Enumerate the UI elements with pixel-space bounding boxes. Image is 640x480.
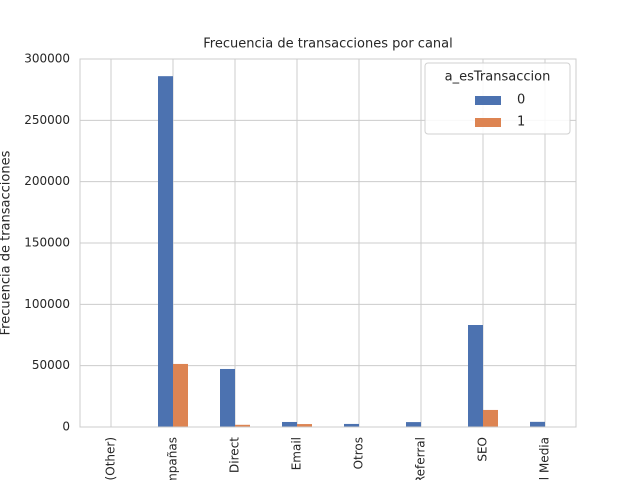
x-tick-label: Social Media xyxy=(538,437,552,480)
y-tick-label: 0 xyxy=(62,420,70,434)
legend-label: 1 xyxy=(517,115,525,130)
y-tick-label: 250000 xyxy=(24,113,70,127)
x-tick-label: Direct xyxy=(228,437,242,473)
bar xyxy=(158,76,173,427)
bar xyxy=(530,421,545,427)
x-tick-label: Email xyxy=(290,437,304,470)
x-tick-label: Campañas xyxy=(166,437,180,480)
legend-label: 0 xyxy=(517,93,525,108)
chart-title: Frecuencia de transacciones por canal xyxy=(203,37,452,52)
bar xyxy=(297,424,312,427)
plot-frame xyxy=(79,58,577,428)
x-tick-label: (Other) xyxy=(104,437,118,480)
bar xyxy=(344,423,359,427)
y-axis-label: Frecuencia de transacciones xyxy=(0,150,14,335)
legend-title: a_esTransaccion xyxy=(445,70,551,85)
bar xyxy=(468,325,483,427)
bar xyxy=(220,368,235,427)
bar xyxy=(406,422,421,427)
legend-swatch xyxy=(475,118,501,127)
x-tick-label: Referral xyxy=(414,437,428,480)
legend-swatch xyxy=(475,96,501,105)
y-tick-label: 200000 xyxy=(24,174,70,188)
x-tick-label: SEO xyxy=(476,437,490,462)
y-tick-label: 150000 xyxy=(24,236,70,250)
bar xyxy=(282,421,297,427)
y-tick-label: 50000 xyxy=(32,358,70,372)
y-tick-label: 300000 xyxy=(24,52,70,66)
legend: a_esTransaccion 0 1 xyxy=(424,62,571,135)
bar xyxy=(235,424,250,427)
y-tick-label: 100000 xyxy=(24,297,70,311)
bar xyxy=(173,363,188,427)
bar xyxy=(483,409,498,427)
x-tick-label: Otros xyxy=(352,437,366,469)
